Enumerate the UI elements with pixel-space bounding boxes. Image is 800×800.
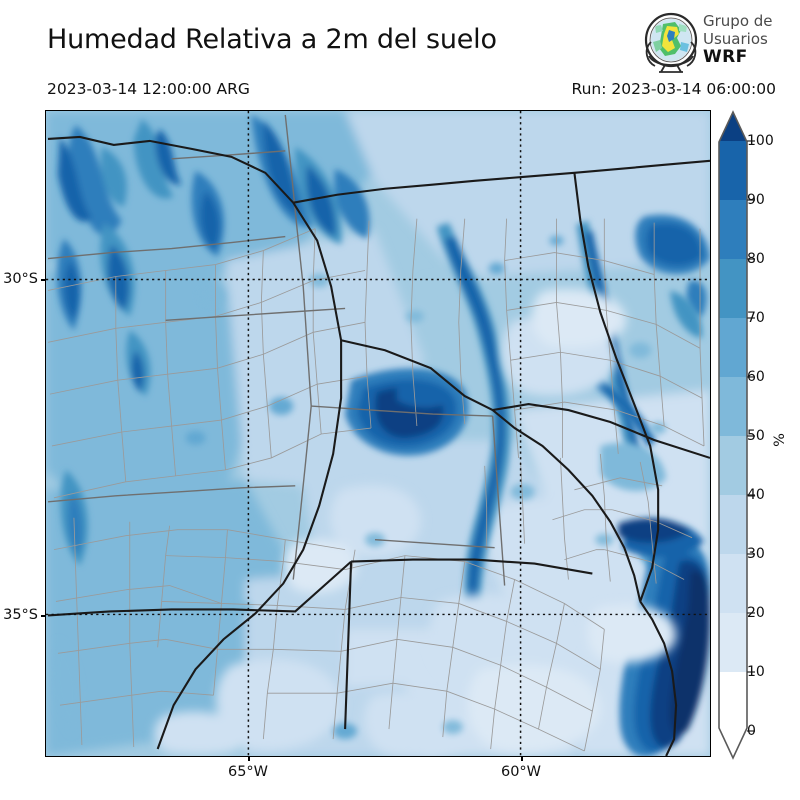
y-tick-30s xyxy=(41,279,45,281)
logo-text-block: Grupo de Usuarios WRF xyxy=(703,12,795,66)
colorbar-label-90: 90 xyxy=(747,192,765,208)
humidity-raster xyxy=(46,111,710,756)
province-borders xyxy=(47,114,506,586)
colorbar-bands xyxy=(719,112,747,758)
colorbar-scale xyxy=(718,110,755,760)
colorbar-label-80: 80 xyxy=(747,251,765,267)
valid-time-label: 2023-03-14 12:00:00 ARG xyxy=(47,80,250,98)
colorbar-ticks xyxy=(747,140,755,732)
logo-line-2: Usuarios xyxy=(703,30,768,48)
colorbar-label-10: 10 xyxy=(747,664,765,680)
logo-line-1: Grupo de xyxy=(703,12,773,30)
y-axis-label-30s: 30°S xyxy=(3,271,73,287)
colorbar-label-40: 40 xyxy=(747,487,765,503)
x-tick-60w xyxy=(521,757,523,761)
page-title: Humedad Relativa a 2m del suelo xyxy=(47,24,497,55)
x-tick-65w xyxy=(248,757,250,761)
colorbar[interactable]: 100 90 80 70 60 50 40 30 20 10 0 % xyxy=(711,110,795,760)
x-axis-label-60w: 60°W xyxy=(500,764,542,780)
y-axis-label-30s-text: 30°S xyxy=(3,271,38,287)
colorbar-unit-label: % xyxy=(771,433,788,447)
y-axis-label-35s-text: 35°S xyxy=(3,607,38,623)
graticule xyxy=(46,111,710,756)
colorbar-label-0: 0 xyxy=(747,723,756,739)
humidity-map[interactable] xyxy=(45,110,711,757)
wrf-user-group-logo: Grupo de Usuarios WRF xyxy=(641,12,793,74)
y-axis-label-35s: 35°S xyxy=(3,607,73,623)
colorbar-label-60: 60 xyxy=(747,369,765,385)
colorbar-label-20: 20 xyxy=(747,605,765,621)
country-borders xyxy=(47,135,710,756)
colorbar-label-30: 30 xyxy=(747,546,765,562)
colorbar-outline xyxy=(718,110,748,760)
y-tick-35s xyxy=(41,615,45,617)
logo-line-wrf: WRF xyxy=(703,47,748,67)
colorbar-label-50: 50 xyxy=(747,428,765,444)
x-axis-label-65w: 65°W xyxy=(227,764,269,780)
colorbar-label-100: 100 xyxy=(747,133,774,149)
globe-logo-icon xyxy=(644,12,698,73)
colorbar-label-70: 70 xyxy=(747,310,765,326)
run-time-label: Run: 2023-03-14 06:00:00 xyxy=(571,80,777,98)
